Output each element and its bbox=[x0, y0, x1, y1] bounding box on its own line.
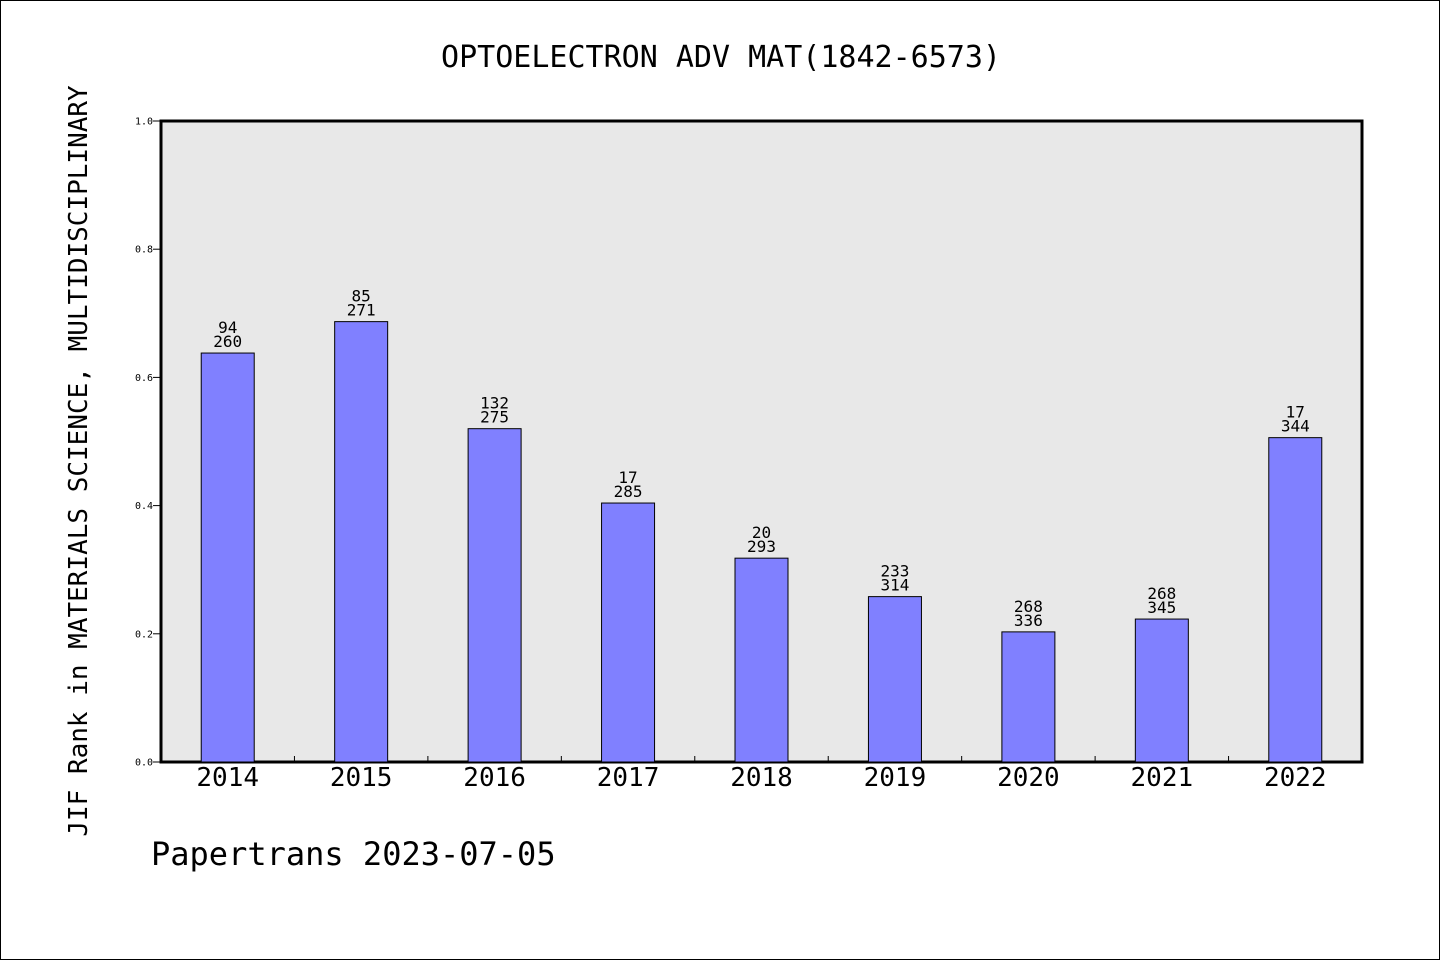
rank-label: 268 bbox=[1014, 597, 1043, 616]
x-tick-label: 2020 bbox=[997, 763, 1060, 793]
total-label: 293 bbox=[747, 537, 776, 556]
bars bbox=[200, 321, 1323, 763]
bar bbox=[200, 352, 255, 763]
bar bbox=[467, 428, 522, 763]
rank-label: 132 bbox=[480, 394, 509, 413]
rank-label: 94 bbox=[218, 318, 237, 337]
bar bbox=[601, 502, 656, 763]
rank-label: 17 bbox=[1286, 403, 1305, 422]
rank-label: 233 bbox=[880, 562, 909, 581]
y-tick-label: 1.0 bbox=[135, 117, 153, 128]
y-tick-label: 0.6 bbox=[135, 373, 153, 384]
bar bbox=[334, 321, 389, 763]
bar bbox=[734, 557, 789, 763]
y-tick-label: 0.0 bbox=[135, 758, 153, 769]
y-axis-label: JIF Rank in MATERIALS SCIENCE, MULTIDISC… bbox=[64, 85, 94, 837]
y-axis-ticks: 0.0 0.2 0.4 0.6 0.8 1.0 bbox=[135, 117, 161, 769]
x-tick-label: 2016 bbox=[463, 763, 526, 793]
rank-label: 268 bbox=[1147, 584, 1176, 603]
y-tick-label: 0.4 bbox=[135, 501, 153, 512]
x-tick-label: 2021 bbox=[1131, 763, 1194, 793]
y-tick-label: 0.2 bbox=[135, 629, 153, 640]
total-label: 260 bbox=[213, 332, 242, 351]
total-label: 275 bbox=[480, 408, 509, 427]
x-tick-label: 2019 bbox=[864, 763, 927, 793]
x-tick-label: 2014 bbox=[196, 763, 259, 793]
footer-note: Papertrans 2023-07-05 bbox=[151, 835, 556, 873]
bar bbox=[1134, 618, 1189, 763]
total-label: 314 bbox=[880, 576, 909, 595]
rank-label: 17 bbox=[618, 468, 637, 487]
rank-label: 20 bbox=[752, 523, 771, 542]
y-tick-label: 0.8 bbox=[135, 245, 153, 256]
total-label: 344 bbox=[1281, 417, 1310, 436]
rank-label: 85 bbox=[352, 287, 371, 306]
chart-title: OPTOELECTRON ADV MAT(1842-6573) bbox=[441, 40, 1001, 75]
total-label: 285 bbox=[614, 482, 643, 501]
bar bbox=[867, 596, 922, 763]
data-labels: 9426085271132275172852029323331426833626… bbox=[213, 287, 1309, 630]
x-tick-label: 2017 bbox=[597, 763, 660, 793]
x-tick-label: 2015 bbox=[330, 763, 393, 793]
total-label: 336 bbox=[1014, 611, 1043, 630]
x-tick-label: 2018 bbox=[730, 763, 793, 793]
x-axis-ticks: 2014 2015 2016 2017 2018 2019 2020 2021 2022 bbox=[196, 756, 1327, 793]
bar bbox=[1268, 437, 1323, 763]
bar bbox=[1001, 631, 1056, 763]
total-label: 345 bbox=[1147, 598, 1176, 617]
total-label: 271 bbox=[347, 301, 376, 320]
x-tick-label: 2022 bbox=[1264, 763, 1327, 793]
